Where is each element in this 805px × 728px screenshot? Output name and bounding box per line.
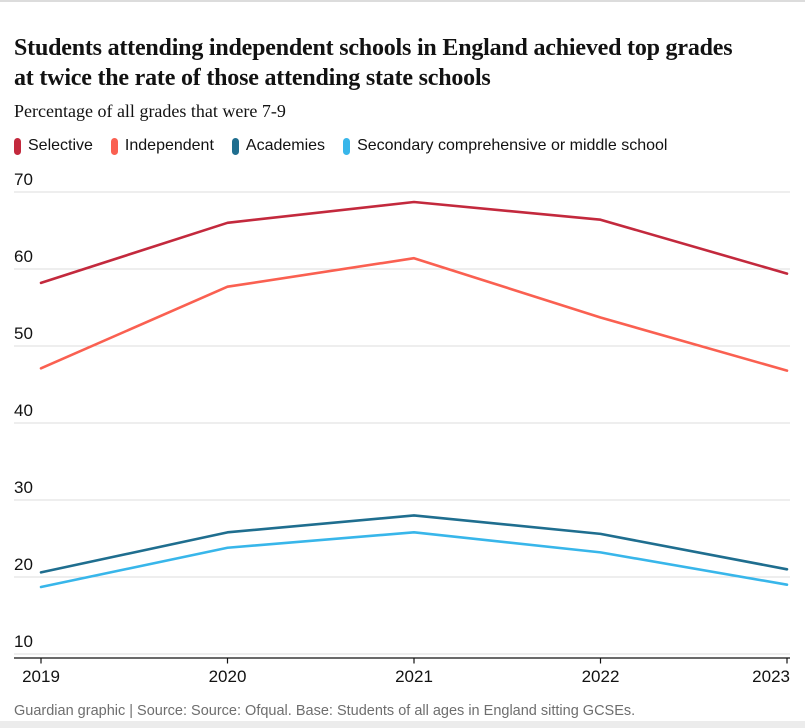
legend-swatch-icon xyxy=(343,137,351,155)
x-tick-label-2020: 2020 xyxy=(209,667,247,686)
x-tick-label-2023: 2023 xyxy=(752,667,790,686)
y-tick-label-10: 10 xyxy=(14,632,33,651)
legend-item-academies: Academies xyxy=(231,137,326,155)
source-credit: Guardian graphic | Source: Source: Ofqua… xyxy=(14,703,636,719)
chart-legend: Selective Independent Academies Secondary c… xyxy=(14,137,667,155)
x-tick-label-2019: 2019 xyxy=(22,667,60,686)
legend-item-secondary: Secondary comprehensive or middle school xyxy=(343,137,667,155)
legend-swatch-icon xyxy=(110,137,118,155)
line-academies xyxy=(39,514,789,574)
y-tick-label-30: 30 xyxy=(14,478,33,497)
bottom-strip xyxy=(0,721,805,728)
legend-label: Selective xyxy=(28,137,93,154)
legend-swatch-icon xyxy=(14,137,21,155)
line-independent xyxy=(39,256,789,372)
page-title: Students attending independent schools i… xyxy=(14,33,794,93)
legend-item-selective: Selective xyxy=(14,137,93,155)
page-title-line-2: at twice the rate of those attending sta… xyxy=(14,65,491,92)
x-tick-label-2021: 2021 xyxy=(395,667,433,686)
legend-swatch-icon xyxy=(231,137,239,155)
legend-item-independent: Independent xyxy=(110,137,214,155)
line-selective xyxy=(39,200,789,285)
page-title-line-1: Students attending independent schools i… xyxy=(14,35,733,62)
y-tick-label-40: 40 xyxy=(14,401,33,420)
x-tick-label-2022: 2022 xyxy=(582,667,620,686)
legend-label: Secondary comprehensive or middle school xyxy=(357,137,668,154)
y-tick-label-20: 20 xyxy=(14,555,33,574)
chart-subtitle: Percentage of all grades that were 7-9 xyxy=(14,101,286,121)
top-divider xyxy=(0,0,805,2)
line-secondary xyxy=(39,531,789,589)
y-tick-label-50: 50 xyxy=(14,324,33,343)
legend-label: Academies xyxy=(245,137,326,154)
y-tick-label-60: 60 xyxy=(14,247,33,266)
y-tick-label-70: 70 xyxy=(14,170,33,189)
legend-label: Independent xyxy=(124,137,214,154)
